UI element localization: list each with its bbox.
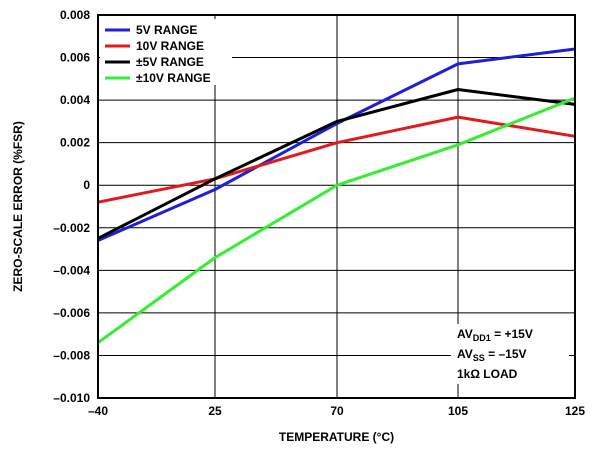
x-tick-label: 25: [208, 404, 222, 418]
y-axis-label: ZERO-SCALE ERROR (%FSR): [11, 121, 25, 292]
series-line: [97, 115, 576, 204]
legend: 5V RANGE 10V RANGE ±5V RANGE ±10V RANGE: [100, 19, 232, 85]
annotation-avss: AVSS = –15V: [457, 347, 527, 363]
series-line: [97, 96, 576, 344]
y-tick-labels: 0.008 0.006 0.004 0.002 0 –0.002 –0.004 –0.006 –…: [53, 8, 90, 405]
annotation-box: [451, 324, 569, 384]
series-lines: [97, 47, 576, 344]
x-tick-label: 125: [565, 404, 585, 418]
y-tick-label: 0.006: [60, 51, 90, 65]
annotation-avdd1: AVDD1 = +15V: [457, 327, 533, 343]
x-tick-label: –40: [88, 404, 108, 418]
y-tick-label: 0.008: [60, 8, 90, 22]
x-tick-label: 105: [448, 404, 468, 418]
y-tick-label: –0.002: [53, 221, 90, 235]
legend-label: 10V RANGE: [136, 39, 204, 53]
conditions-annotation: AVDD1 = +15V AVSS = –15V 1kΩ LOAD: [451, 324, 569, 384]
y-tick-label: –0.006: [53, 306, 90, 320]
series-line: [97, 47, 576, 242]
y-tick-label: 0: [83, 178, 90, 192]
x-tick-label: 70: [330, 404, 344, 418]
y-tick-label: –0.008: [53, 348, 90, 362]
x-axis-label: TEMPERATURE (°C): [279, 430, 394, 444]
y-tick-label: –0.010: [53, 391, 90, 405]
y-tick-label: –0.004: [53, 263, 90, 277]
legend-label: 5V RANGE: [136, 23, 197, 37]
series-line: [97, 88, 576, 240]
x-tick-labels: –40 25 70 105 125: [88, 404, 585, 418]
y-tick-label: 0.004: [60, 93, 90, 107]
legend-label: ±10V RANGE: [136, 71, 211, 85]
plot-frame: [97, 14, 576, 399]
y-tick-label: 0.002: [60, 136, 90, 150]
legend-label: ±5V RANGE: [136, 55, 204, 69]
annotation-load: 1kΩ LOAD: [457, 367, 518, 381]
